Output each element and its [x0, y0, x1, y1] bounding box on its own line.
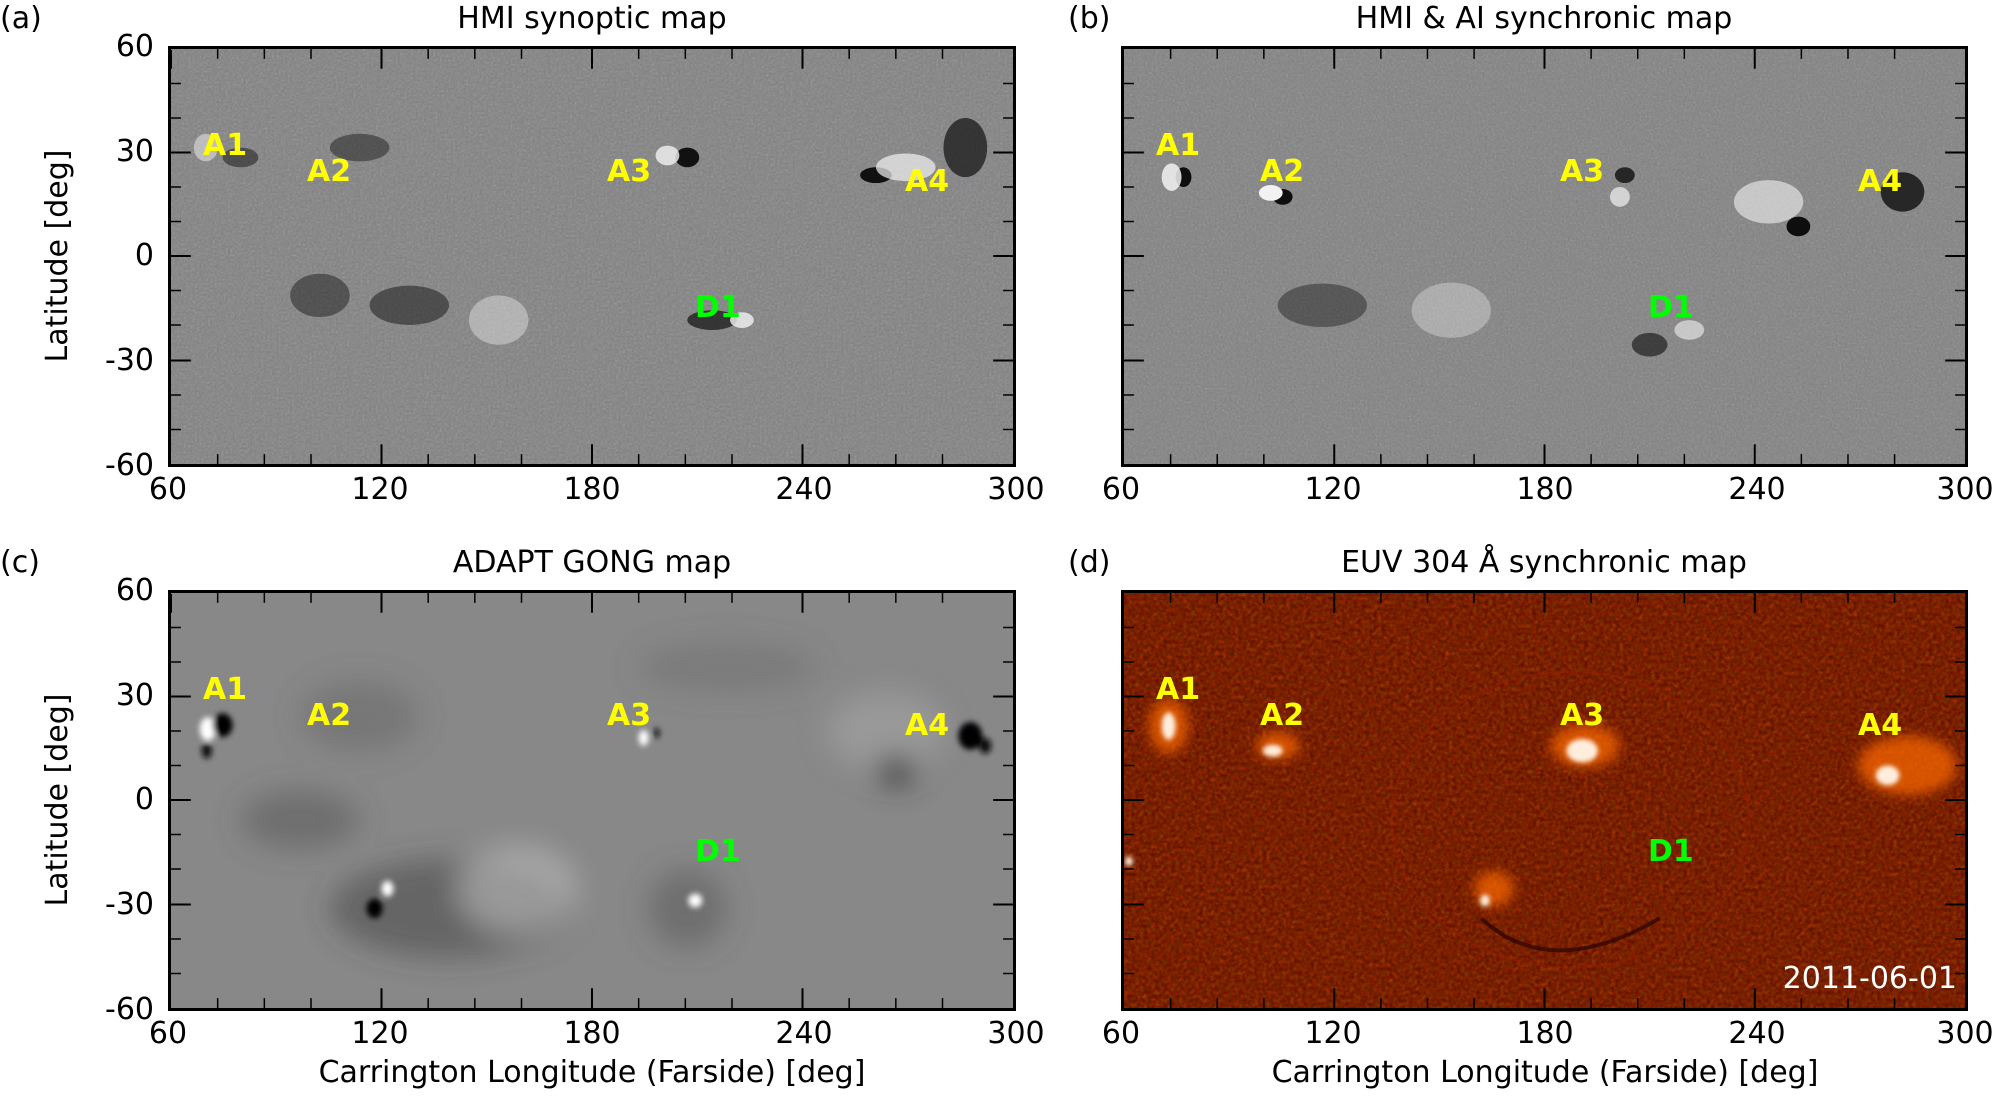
panel-title: HMI synoptic map — [457, 1, 727, 36]
xtick-label: 120 — [1304, 472, 1362, 507]
panel-title: HMI & AI synchronic map — [1355, 1, 1733, 36]
magnetogram-image — [171, 49, 1013, 464]
plot-area-hmi-ai-synchronic: A1 A2 A3 A4 D1 — [1121, 46, 1968, 467]
xtick-label: 120 — [351, 472, 409, 507]
magnetogram-image — [1124, 49, 1965, 464]
region-label-a4: A4 — [1858, 708, 1903, 743]
xtick-label: 60 — [1101, 1016, 1141, 1051]
region-label-a1: A1 — [203, 128, 248, 163]
xtick-label: 120 — [351, 1016, 409, 1051]
region-label-a1: A1 — [1156, 672, 1201, 707]
region-label-d1: D1 — [1648, 290, 1694, 325]
panel-letter: (a) — [0, 1, 42, 36]
region-label-a2: A2 — [1260, 698, 1305, 733]
region-label-a4: A4 — [1858, 164, 1903, 199]
magnetogram-image — [171, 593, 1013, 1008]
panel-letter: (c) — [0, 545, 40, 580]
xtick-label: 180 — [563, 472, 621, 507]
euv-image — [1124, 593, 1965, 1008]
xtick-label: 240 — [775, 472, 833, 507]
xtick-label: 240 — [1728, 1016, 1786, 1051]
xtick-label: 180 — [1516, 1016, 1574, 1051]
xtick-label: 60 — [148, 1016, 188, 1051]
plot-area-euv-304: A1 A2 A3 A4 D1 2011-06-01 — [1121, 590, 1968, 1011]
y-axis-label: Latitude [deg] — [40, 693, 75, 907]
region-label-a4: A4 — [905, 708, 950, 743]
region-label-d1: D1 — [695, 834, 741, 869]
ytick-label: 30 — [115, 134, 154, 169]
ytick-label: -60 — [105, 992, 154, 1027]
region-label-a3: A3 — [607, 698, 652, 733]
xtick-label: 240 — [1728, 472, 1786, 507]
date-annotation: 2011-06-01 — [1782, 961, 1957, 996]
ytick-label: -30 — [105, 343, 154, 378]
xtick-label: 300 — [1936, 472, 1994, 507]
xtick-label: 300 — [1936, 1016, 1994, 1051]
xtick-label: 60 — [1101, 472, 1141, 507]
ytick-label: 0 — [134, 238, 154, 273]
panel-title: ADAPT GONG map — [452, 545, 732, 580]
ytick-label: -30 — [105, 887, 154, 922]
x-axis-label: Carrington Longitude (Farside) [deg] — [1271, 1055, 1819, 1090]
y-axis-label: Latitude [deg] — [40, 149, 75, 363]
region-label-a2: A2 — [1260, 154, 1305, 189]
region-label-a3: A3 — [607, 154, 652, 189]
x-axis-label: Carrington Longitude (Farside) [deg] — [318, 1055, 866, 1090]
ytick-label: 0 — [134, 782, 154, 817]
region-label-a3: A3 — [1560, 698, 1605, 733]
region-label-a1: A1 — [203, 672, 248, 707]
region-label-a1: A1 — [1156, 128, 1201, 163]
xtick-label: 180 — [1516, 472, 1574, 507]
xtick-label: 300 — [987, 1016, 1045, 1051]
panel-title: EUV 304 Å synchronic map — [1341, 545, 1747, 580]
xtick-label: 180 — [563, 1016, 621, 1051]
region-label-d1: D1 — [695, 290, 741, 325]
plot-area-adapt-gong: A1 A2 A3 A4 D1 — [168, 590, 1016, 1011]
xtick-label: 60 — [148, 472, 188, 507]
plot-area-hmi-synoptic: A1 A2 A3 A4 D1 — [168, 46, 1016, 467]
ytick-label: -60 — [105, 448, 154, 483]
region-label-d1: D1 — [1648, 834, 1694, 869]
ytick-label: 60 — [115, 29, 154, 64]
panel-letter: (d) — [1068, 545, 1111, 580]
panel-letter: (b) — [1068, 1, 1111, 36]
region-label-a2: A2 — [307, 698, 352, 733]
region-label-a3: A3 — [1560, 154, 1605, 189]
xtick-label: 120 — [1304, 1016, 1362, 1051]
region-label-a4: A4 — [905, 164, 950, 199]
ytick-label: 30 — [115, 678, 154, 713]
xtick-label: 300 — [987, 472, 1045, 507]
xtick-label: 240 — [775, 1016, 833, 1051]
ytick-label: 60 — [115, 573, 154, 608]
region-label-a2: A2 — [307, 154, 352, 189]
